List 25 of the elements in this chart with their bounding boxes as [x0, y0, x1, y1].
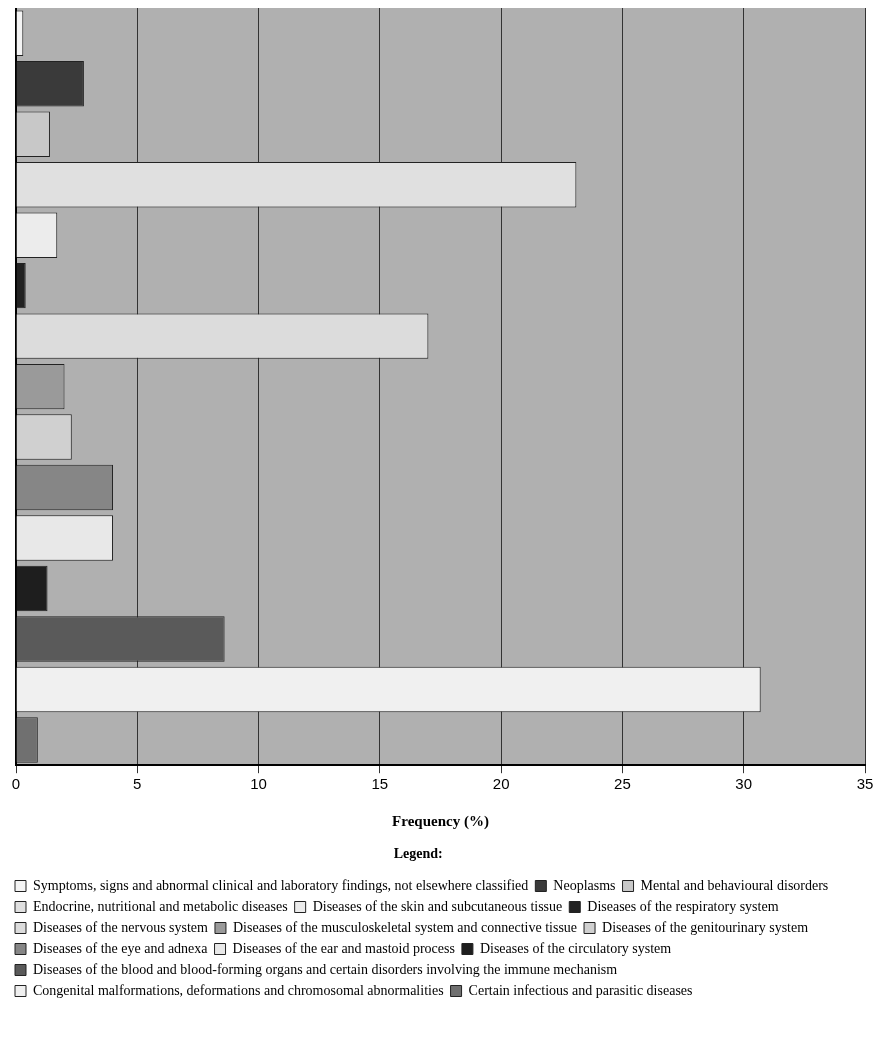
- legend-label: Diseases of the respiratory system: [587, 898, 779, 914]
- legend-label: Diseases of the blood and blood-forming organs and certain disorders involving the immune mechanism: [33, 961, 618, 977]
- legend-label: Diseases of the ear and mastoid process: [232, 940, 455, 956]
- x-tick-label: 25: [614, 775, 631, 793]
- x-tick-label: 35: [856, 775, 874, 793]
- legend-label: Endocrine, nutritional and metabolic diseases: [33, 898, 288, 914]
- x-tick-label: 15: [371, 775, 389, 793]
- legend-label: Diseases of the musculoskeletal system and connective tissue: [232, 919, 578, 935]
- legend-label: Certain infectious and parasitic diseases: [468, 982, 693, 998]
- x-tick-label: 20: [492, 775, 510, 793]
- legend-label: Symptoms, signs and abnormal clinical and laboratory findings, not elsewhere classified: [33, 877, 529, 893]
- legend-label: Diseases of the skin and subcutaneous tissue: [312, 898, 563, 914]
- legend-label: Diseases of the genitourinary system: [602, 919, 809, 935]
- x-tick-label: 0: [11, 775, 21, 793]
- x-tick-label: 10: [250, 775, 267, 793]
- legend-label: Diseases of the nervous system: [33, 919, 209, 935]
- legend-label: Diseases of the eye and adnexa: [33, 940, 209, 956]
- legend-title: Legend:: [393, 845, 443, 861]
- legend-label: Congenital malformations, deformations and chromosomal abnormalities: [33, 982, 444, 998]
- legend-label: Neoplasms: [553, 877, 616, 893]
- legend-label: Diseases of the circulatory system: [479, 940, 672, 956]
- x-axis-title: Frequency (%): [392, 813, 489, 831]
- x-tick-label: 5: [133, 775, 142, 793]
- x-tick-label: 30: [735, 775, 753, 793]
- legend-label: Mental and behavioural disorders: [640, 877, 829, 893]
